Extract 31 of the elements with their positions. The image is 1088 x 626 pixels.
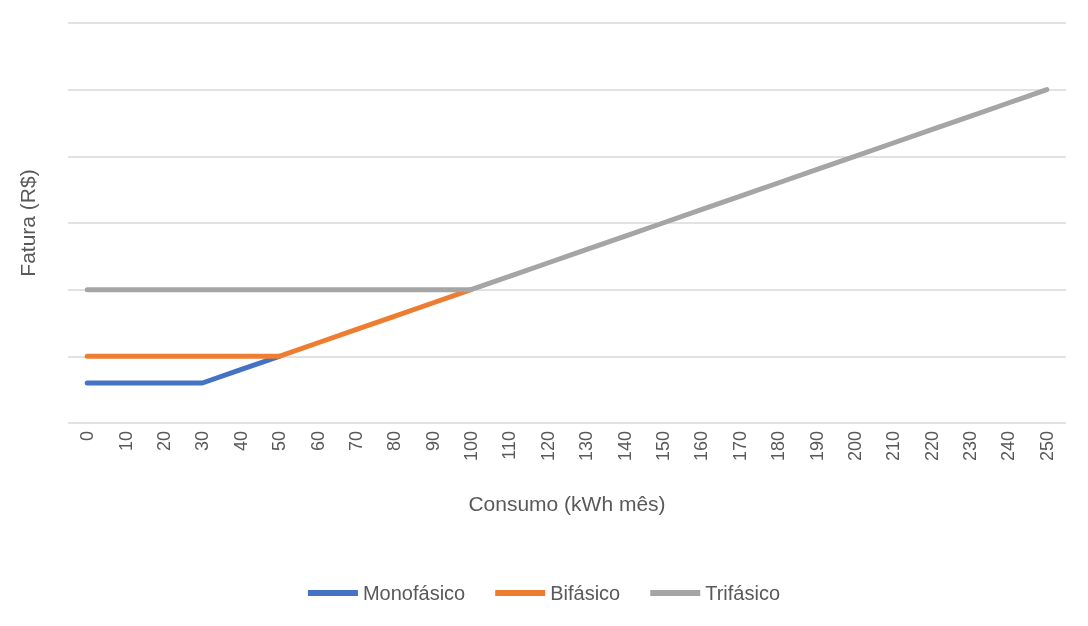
x-tick-label: 100 (461, 431, 482, 462)
legend-label: Monofásico (362, 582, 466, 604)
x-tick-label: 250 (1036, 431, 1057, 462)
x-tick-label: 240 (998, 431, 1019, 462)
x-tick-label: 160 (691, 431, 712, 462)
x-tick-label: 200 (844, 431, 865, 462)
x-tick-label: 230 (960, 431, 981, 462)
x-tick-label: 220 (921, 431, 942, 462)
legend-label: Trifásico (705, 582, 781, 604)
x-tick-label: 190 (806, 431, 827, 462)
x-tick-label: 130 (576, 431, 597, 462)
x-tick-label: 170 (729, 431, 750, 462)
x-tick-label: 10 (115, 431, 136, 452)
x-tick-label: 110 (499, 431, 520, 460)
x-tick-label: 150 (652, 431, 673, 462)
x-axis-title: Consumo (kWh mês) (468, 492, 666, 515)
x-tick-label: 120 (537, 431, 558, 462)
x-tick-label: 0 (77, 431, 98, 442)
x-tick-label: 60 (307, 431, 328, 452)
x-tick-label: 90 (422, 431, 443, 452)
legend-label: Bifásico (550, 582, 621, 604)
x-tick-label: 80 (384, 431, 405, 452)
x-tick-label: 140 (614, 431, 635, 462)
x-tick-label: 70 (345, 431, 366, 452)
x-tick-label: 180 (768, 431, 789, 462)
x-tick-label: 210 (883, 431, 904, 462)
x-tick-label: 40 (230, 431, 251, 452)
y-axis-title: Fatura (R$) (16, 169, 39, 277)
x-tick-label: 50 (269, 431, 290, 452)
x-tick-label: 20 (153, 431, 174, 452)
x-tick-label: 30 (192, 431, 213, 452)
